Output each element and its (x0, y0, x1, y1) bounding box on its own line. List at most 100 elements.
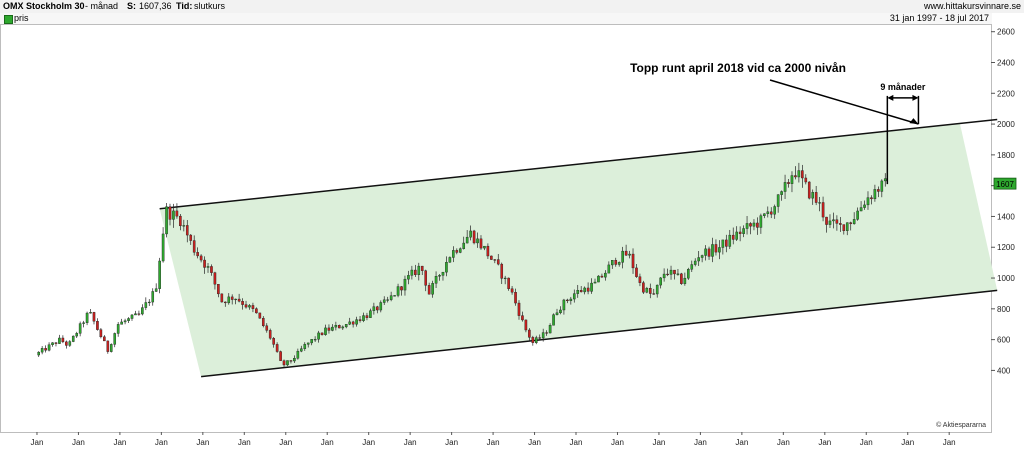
candle-body (738, 231, 742, 234)
candle-body (586, 287, 590, 292)
candle (607, 261, 611, 274)
candle-body (185, 225, 189, 236)
annotation-topp-arrow (769, 79, 919, 125)
y-tick-label: 400 (997, 366, 1011, 375)
candle-body (690, 264, 694, 270)
annotation-topp-text: Topp runt april 2018 vid ca 2000 nivån (630, 61, 846, 75)
x-tick-label: Jan (611, 438, 624, 447)
x-tick-label: Jan (860, 438, 873, 447)
candle (545, 330, 548, 336)
candle (417, 262, 421, 281)
candle-body (448, 257, 452, 263)
candle-body (268, 330, 272, 339)
candle-body (289, 360, 293, 362)
candle (680, 272, 683, 285)
candle-body (54, 342, 58, 344)
candle (109, 343, 113, 353)
candle-body (659, 277, 662, 286)
candle (507, 277, 510, 291)
candle (40, 346, 44, 355)
candle (445, 256, 448, 277)
candle-body (538, 337, 542, 339)
candle (44, 345, 47, 353)
candle-body (700, 255, 704, 258)
candle (852, 212, 856, 225)
candle (462, 236, 466, 250)
candle-body (811, 192, 815, 199)
candle-body (790, 175, 794, 184)
annotation-topp-arrowhead (909, 118, 919, 125)
candle-body (365, 315, 369, 318)
candle (700, 254, 704, 263)
candle (203, 256, 206, 274)
candle-body (642, 282, 645, 293)
legend-swatch (4, 15, 13, 24)
date-range: 31 jan 1997 - 18 jul 2017 (889, 13, 989, 23)
y-tick-label: 1000 (997, 274, 1015, 283)
candle (37, 351, 41, 357)
candle (669, 265, 673, 280)
candle-body (144, 302, 148, 308)
x-tick-label: Jan (445, 438, 458, 447)
candle-body (75, 333, 79, 337)
candle (54, 342, 58, 347)
candle (859, 201, 863, 212)
candle (531, 335, 535, 346)
annotation-months-arrow-right (912, 94, 919, 101)
candle (386, 296, 389, 303)
candle (434, 271, 438, 288)
candle-body (669, 269, 673, 275)
candle-body (407, 275, 410, 280)
candle-body (282, 360, 286, 366)
candle-body (486, 245, 490, 257)
candle (645, 286, 649, 294)
candle-body (614, 260, 618, 265)
candle (521, 311, 524, 322)
candle-body (704, 248, 707, 256)
candle (569, 296, 573, 305)
candle-body (244, 304, 248, 308)
candle (448, 256, 452, 263)
candle-body (828, 220, 832, 225)
candle-body (731, 234, 735, 240)
candle-body (458, 248, 462, 253)
candle-body (534, 337, 538, 343)
x-tick-label: Jan (652, 438, 665, 447)
candle (662, 268, 666, 282)
candle-body (856, 210, 859, 220)
candle (538, 334, 542, 341)
candle-body (490, 255, 493, 260)
candle (158, 257, 161, 294)
candle-body (742, 228, 745, 234)
candle (206, 263, 210, 273)
candle (486, 243, 490, 259)
x-tick-label: Jan (31, 438, 44, 447)
candle (265, 323, 269, 333)
candle (828, 214, 832, 228)
candle (818, 197, 821, 212)
candle-body (203, 259, 206, 268)
candle-body (566, 299, 569, 302)
x-tick-label: Jan (279, 438, 292, 447)
candle-body (379, 302, 383, 311)
candle-body (524, 319, 528, 331)
candle (75, 331, 79, 339)
candle (106, 340, 110, 354)
candle-body (562, 299, 566, 311)
candle (400, 285, 403, 296)
candle-body (320, 332, 324, 335)
candle (248, 303, 251, 310)
candle (376, 305, 379, 314)
candle (199, 254, 203, 263)
candle (756, 217, 759, 235)
candle (127, 317, 130, 323)
candle-body (358, 319, 362, 321)
candle-body (638, 276, 642, 283)
candle (718, 240, 721, 260)
candle (192, 235, 196, 256)
candle (593, 278, 597, 284)
candle-body (230, 296, 234, 300)
x-tick-label: Jan (362, 438, 375, 447)
candle (154, 283, 158, 292)
candle (82, 320, 85, 328)
